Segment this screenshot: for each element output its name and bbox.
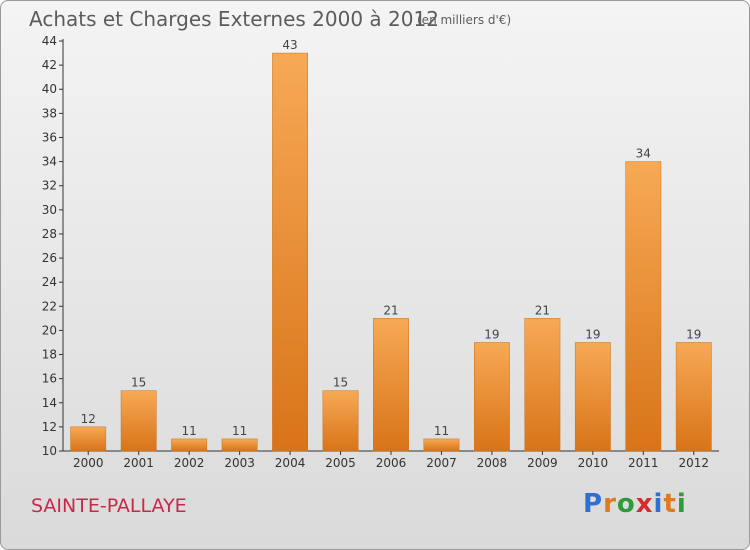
bar — [171, 438, 208, 452]
data-labels: 12 15 11 11 43 15 21 11 19 21 19 34 19 — [81, 38, 702, 438]
logo-letter: i — [653, 489, 664, 519]
y-tick-label: 22 — [42, 299, 57, 313]
y-tick-label: 42 — [42, 58, 57, 72]
x-tick-label: 2010 — [578, 456, 609, 470]
x-axis: 2000 2001 2002 2003 2004 2005 2006 2007 2008 2009… — [63, 450, 719, 470]
bar — [423, 438, 460, 452]
y-tick-label: 28 — [42, 227, 57, 241]
x-tick-label: 2001 — [123, 456, 154, 470]
data-label: 11 — [434, 424, 449, 438]
logo-letter: o — [616, 489, 636, 519]
bar — [70, 426, 107, 452]
data-label: 34 — [636, 147, 651, 161]
y-tick-label: 38 — [42, 106, 57, 120]
y-tick-label: 40 — [42, 82, 57, 96]
x-tick-label: 2004 — [275, 456, 306, 470]
y-tick-label: 30 — [42, 203, 57, 217]
bar — [675, 342, 712, 452]
bar — [373, 318, 409, 452]
data-label: 11 — [232, 424, 247, 438]
commune-name: SAINTE-PALLAYE — [31, 495, 187, 517]
data-label: 21 — [383, 303, 398, 317]
logo-letter: x — [635, 489, 654, 519]
x-tick-label: 2000 — [73, 456, 104, 470]
chart-title: Achats et Charges Externes 2000 à 2012 — [29, 7, 439, 31]
y-tick-label: 16 — [42, 372, 57, 386]
y-tick-label: 14 — [42, 396, 57, 410]
y-tick-label: 24 — [42, 275, 57, 289]
logo-letter: P — [583, 489, 604, 519]
x-tick-label: 2008 — [477, 456, 508, 470]
y-tick-label: 32 — [42, 179, 57, 193]
y-tick-label: 10 — [42, 444, 57, 458]
bar — [322, 390, 359, 452]
bars — [70, 52, 712, 452]
data-label: 11 — [182, 424, 197, 438]
x-tick-label: 2007 — [426, 456, 457, 470]
bar — [221, 438, 258, 452]
data-label: 15 — [131, 376, 146, 390]
bar — [574, 342, 611, 452]
y-tick-label: 44 — [42, 34, 57, 48]
data-label: 19 — [585, 327, 600, 341]
data-label: 43 — [282, 38, 297, 52]
y-tick-label: 12 — [42, 420, 57, 434]
y-tick-label: 18 — [42, 348, 57, 362]
data-label: 15 — [333, 376, 348, 390]
bar — [474, 342, 510, 452]
data-label: 19 — [484, 327, 499, 341]
bar — [625, 161, 662, 452]
logo-letter: i — [676, 489, 687, 519]
y-tick-label: 26 — [42, 251, 57, 265]
data-label: 21 — [535, 303, 550, 317]
x-tick-label: 2005 — [325, 456, 356, 470]
x-tick-label: 2006 — [376, 456, 407, 470]
x-tick-label: 2003 — [224, 456, 255, 470]
x-tick-label: 2002 — [174, 456, 205, 470]
y-tick-label: 36 — [42, 130, 57, 144]
logo-letter: r — [603, 489, 617, 519]
proxiti-logo[interactable]: Proxiti — [583, 489, 687, 519]
data-label: 19 — [686, 327, 701, 341]
x-tick-label: 2011 — [628, 456, 659, 470]
logo-letter: t — [663, 489, 677, 519]
y-tick-label: 34 — [42, 155, 57, 169]
chart-subtitle: (en milliers d'€) — [417, 13, 512, 27]
y-axis: 10 12 14 16 18 20 22 24 26 28 30 32 34 36 38 40 42 44 — [42, 34, 64, 458]
x-tick-label: 2012 — [678, 456, 709, 470]
y-tick-label: 20 — [42, 323, 57, 337]
bar — [120, 390, 157, 452]
x-tick-label: 2009 — [527, 456, 558, 470]
data-label: 12 — [81, 412, 96, 426]
bar — [272, 52, 308, 452]
bar — [524, 318, 561, 452]
